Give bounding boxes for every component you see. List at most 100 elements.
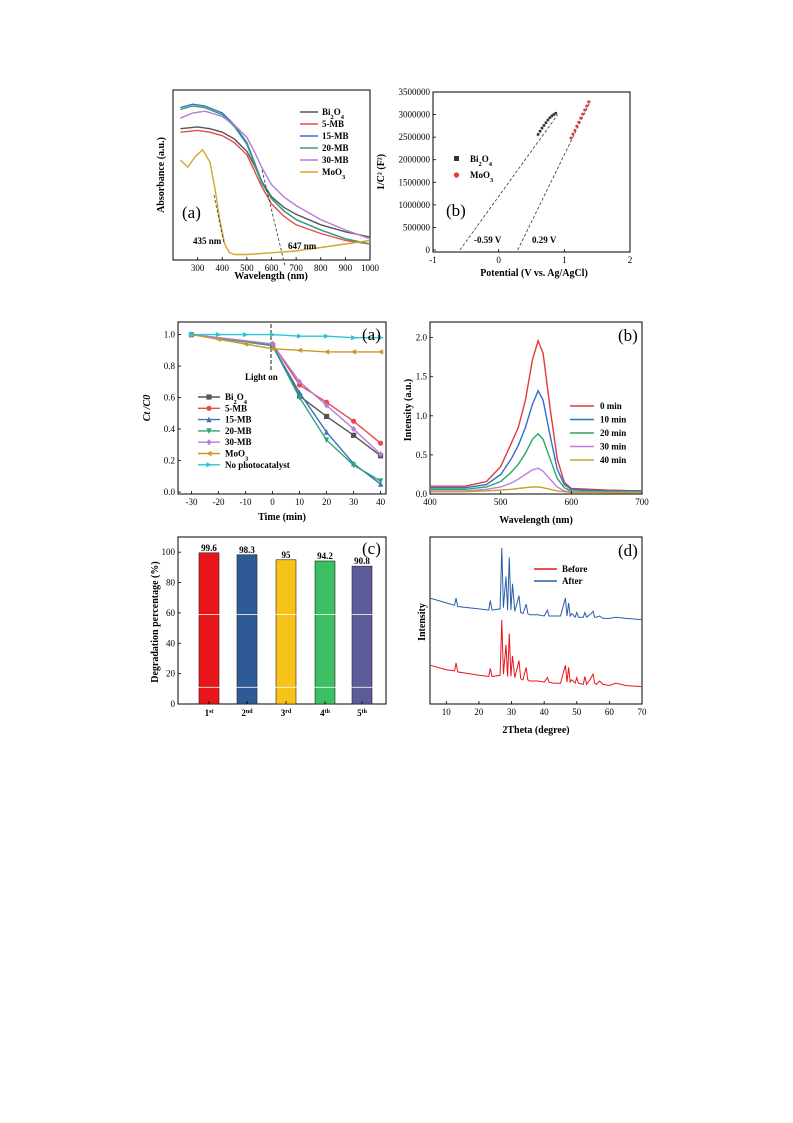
data-point xyxy=(550,114,554,118)
legend-label: 20-MB xyxy=(225,426,252,436)
legend-label: MoO3 xyxy=(322,167,346,181)
series-line-30 min xyxy=(430,467,642,494)
legend-label: 5-MB xyxy=(225,403,247,413)
x-tick-label: 40 xyxy=(540,707,550,717)
series-line-10 min xyxy=(430,389,642,492)
x-tick-label: -30 xyxy=(186,497,198,507)
data-point xyxy=(350,425,357,433)
data-point xyxy=(575,124,579,128)
data-point xyxy=(188,331,195,338)
legend-marker xyxy=(205,450,212,457)
data-point xyxy=(215,336,222,342)
panel-label: (a) xyxy=(362,325,381,344)
x-tick-label: 3rd xyxy=(281,708,292,718)
x-tick-label: 2 xyxy=(628,255,633,265)
x-tick-label: 20 xyxy=(474,707,484,717)
series-line-20-MB xyxy=(191,333,381,482)
data-point xyxy=(296,394,303,401)
data-point xyxy=(377,481,384,487)
plot-frame xyxy=(432,91,631,253)
y-tick-label: 0.4 xyxy=(164,424,176,434)
bar-value-label: 95 xyxy=(282,550,292,560)
data-point xyxy=(323,413,330,420)
legend-label: 20 min xyxy=(600,428,626,438)
legend-label: 15-MB xyxy=(322,131,349,141)
data-point xyxy=(269,346,276,352)
data-point xyxy=(188,331,195,338)
data-point xyxy=(350,335,357,341)
x-tick-label: 10 xyxy=(295,497,305,507)
series-line-MoO3 xyxy=(179,148,371,256)
data-point xyxy=(577,120,581,124)
bar xyxy=(198,552,220,705)
legend-label: 0 min xyxy=(600,401,622,411)
x-tick-label: 30 xyxy=(349,497,359,507)
data-point xyxy=(188,331,195,338)
bar xyxy=(275,559,297,705)
y-axis-label: 1/C² (F²) xyxy=(376,154,387,190)
data-point xyxy=(269,343,276,349)
plot-frame xyxy=(429,536,643,705)
annotation-neg059v: -0.59 V xyxy=(474,235,502,245)
legend-label: 10 min xyxy=(600,415,626,425)
data-point xyxy=(323,437,330,444)
series-line-Bi2O4 xyxy=(180,126,371,238)
data-point xyxy=(571,132,575,136)
annotation-647nm: 647 nm xyxy=(288,241,317,251)
y-tick-label: 1.0 xyxy=(416,411,428,421)
x-tick-label: 50 xyxy=(572,707,582,717)
legend-label: 40 min xyxy=(600,455,626,465)
data-point xyxy=(544,121,548,124)
y-tick-label: 80 xyxy=(166,578,176,588)
legend-swatch xyxy=(454,156,459,161)
series-line-Before xyxy=(429,619,643,688)
series-line-20 min xyxy=(430,432,642,493)
legend-marker xyxy=(206,462,213,468)
legend-label: MoO3 xyxy=(225,449,249,463)
x-tick-label: 400 xyxy=(423,497,437,507)
data-point xyxy=(377,440,384,446)
legend-label: After xyxy=(562,576,582,586)
x-tick-label: 700 xyxy=(635,497,649,507)
data-point xyxy=(542,124,546,127)
y-tick-label: 2000000 xyxy=(399,155,431,165)
data-point xyxy=(242,341,249,347)
y-tick-label: 1500000 xyxy=(399,177,431,187)
series-line-20-MB xyxy=(180,105,371,245)
series-line-30-MB xyxy=(191,333,382,455)
y-tick-label: 1.5 xyxy=(416,372,428,382)
x-tick-label: 500 xyxy=(240,263,254,273)
data-point xyxy=(296,389,303,396)
data-point xyxy=(536,133,540,136)
data-point xyxy=(548,116,552,120)
x-axis-label: Wavelength (nm) xyxy=(234,271,308,282)
data-point xyxy=(552,113,556,116)
series-line-0 min xyxy=(430,338,643,492)
y-tick-label: 0.6 xyxy=(164,393,176,403)
data-point xyxy=(323,349,330,355)
x-tick-label: 40 xyxy=(376,497,386,507)
data-point xyxy=(188,331,195,338)
data-point xyxy=(269,343,276,349)
data-point xyxy=(269,342,276,349)
y-axis-label: Absorbance (a.u.) xyxy=(156,137,167,213)
series-line-5-MB xyxy=(191,333,382,444)
data-point xyxy=(581,112,585,116)
data-point xyxy=(540,126,544,130)
y-axis-label: Degradation percentage (%) xyxy=(150,561,161,682)
data-point xyxy=(296,382,303,388)
bar-value-label: 99.6 xyxy=(201,543,217,553)
data-point xyxy=(579,116,583,120)
data-point xyxy=(296,393,303,399)
bar-value-label: 94.2 xyxy=(317,551,333,561)
legend-label: Bi2O4 xyxy=(322,107,345,121)
x-tick-label: 4th xyxy=(320,708,330,718)
series-line-After xyxy=(429,547,643,621)
data-point xyxy=(188,331,195,338)
y-tick-label: 0.5 xyxy=(416,450,428,460)
panel-label: (d) xyxy=(618,541,638,560)
legend-label: Bi2O4 xyxy=(470,154,493,168)
y-tick-label: 2.0 xyxy=(416,333,428,343)
y-tick-label: 2500000 xyxy=(399,132,431,142)
